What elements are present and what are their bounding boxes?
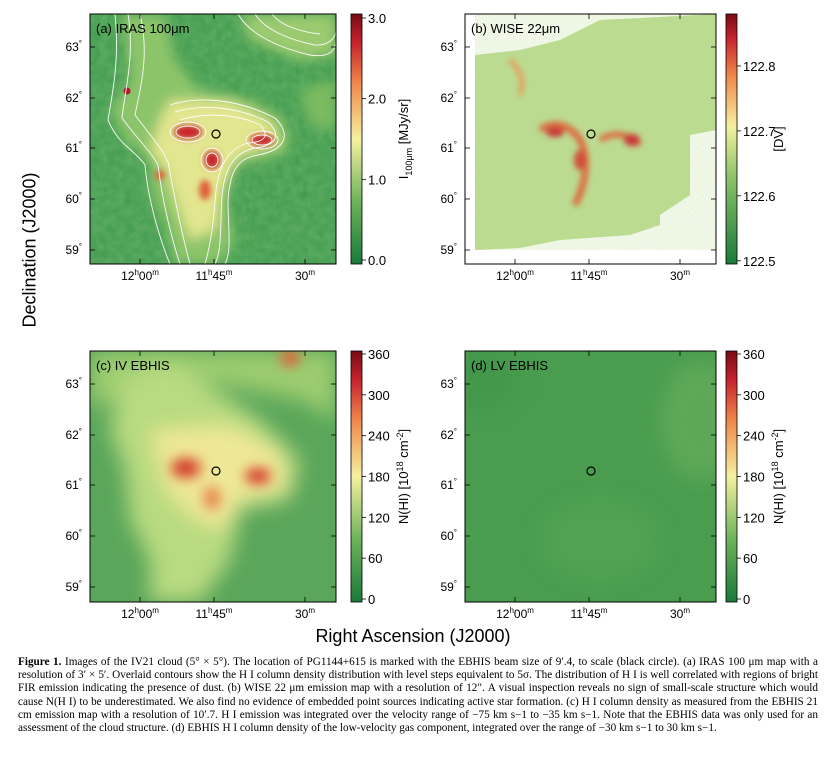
panel-c-label: (c) IV EBHIS: [96, 358, 170, 373]
ra-tick-label: 30m: [670, 606, 690, 621]
colorbar-tick-label: 300: [368, 388, 390, 403]
dec-tick-label: 62°: [65, 427, 82, 442]
ra-tick-label: 11h45m: [196, 268, 233, 283]
colorbar-tick-label: 120: [743, 510, 765, 525]
colorbar-tick-label: 0: [743, 592, 750, 607]
colorbar-tick-label: 0: [368, 592, 375, 607]
caption-figure-label: Figure 1.: [18, 656, 61, 668]
colorbar-tick-label: 1.0: [368, 172, 386, 187]
ra-tick-label: 11h45m: [571, 606, 608, 621]
dec-tick-label: 61°: [440, 140, 457, 155]
panel-a-label: (a) IRAS 100μm: [96, 21, 189, 36]
colorbar-tick-label: 180: [743, 470, 765, 485]
ra-tick-label: 12h00m: [121, 268, 159, 283]
dec-tick-label: 60°: [440, 528, 457, 543]
colorbar-tick-label: 122.5: [743, 254, 776, 269]
dec-tick-label: 59°: [440, 242, 457, 257]
dec-tick-label: 59°: [65, 579, 82, 594]
global-y-axis-label-text: Declination (J2000): [20, 172, 41, 327]
dec-tick-label: 63°: [65, 376, 82, 391]
dec-tick-label: 60°: [440, 191, 457, 206]
colorbar-tick-label: 180: [368, 470, 390, 485]
panel-d: (d) LV EBHIS 12h00m 11h45m 30m 63° 62° 61° 60°…: [440, 347, 786, 621]
panel-a-colorbar: [351, 14, 362, 264]
panel-a: (a) IRAS 100μm 12h00m 11h45m 30m 63° 62° 61° 6…: [65, 11, 414, 283]
dec-tick-label: 61°: [65, 477, 82, 492]
ra-tick-label: 30m: [295, 606, 315, 621]
panel-b-image: [465, 14, 716, 264]
panel-d-colorbar: [726, 351, 737, 602]
ra-tick-label: 30m: [295, 268, 315, 283]
colorbar-tick-label: 360: [743, 347, 765, 362]
colorbar-tick-label: 240: [743, 429, 765, 444]
dec-tick-label: 59°: [65, 242, 82, 257]
global-x-axis-label: Right Ascension (J2000): [0, 626, 826, 647]
ra-tick-label: 11h45m: [571, 268, 608, 283]
dec-tick-label: 62°: [440, 427, 457, 442]
panel-c-image: [90, 350, 336, 602]
ra-tick-label: 11h45m: [196, 606, 233, 621]
panel-d-image: [440, 350, 740, 602]
panel-b-label: (b) WISE 22μm: [471, 21, 560, 36]
panel-a-image: [90, 14, 336, 264]
colorbar-tick-label: 0.0: [368, 253, 386, 268]
figure-panels: (a) IRAS 100μm 12h00m 11h45m 30m 63° 62° 61° 6…: [0, 0, 826, 650]
colorbar-tick-label: 60: [743, 551, 757, 566]
colorbar-tick-label: 120: [368, 510, 390, 525]
dec-tick-label: 61°: [65, 140, 82, 155]
colorbar-tick-label: 60: [368, 551, 382, 566]
colorbar-label: [DV]: [771, 126, 786, 151]
panel-c: (c) IV EBHIS 12h00m 11h45m 30m 63° 62° 61° 60°…: [65, 347, 411, 621]
dec-tick-label: 62°: [440, 90, 457, 105]
dec-tick-label: 63°: [65, 39, 82, 54]
colorbar-label: N(HI) [1018 cm-2]: [395, 429, 411, 524]
panel-d-colorbar-ticks: 0 60 120 180 240 300 360 N(HI) [1018 cm-2]: [737, 347, 786, 607]
colorbar-label: N(HI) [1018 cm-2]: [770, 429, 786, 524]
dec-tick-label: 59°: [440, 579, 457, 594]
dec-tick-label: 63°: [440, 39, 457, 54]
panel-d-label: (d) LV EBHIS: [471, 358, 548, 373]
dec-tick-label: 60°: [65, 528, 82, 543]
dec-tick-label: 61°: [440, 477, 457, 492]
ra-tick-label: 12h00m: [496, 268, 534, 283]
panel-b: (b) WISE 22μm 12h00m 11h45m 30m 63° 62° 61° 60…: [440, 14, 786, 283]
colorbar-tick-label: 122.8: [743, 59, 776, 74]
colorbar-tick-label: 360: [368, 347, 390, 362]
ra-tick-label: 12h00m: [121, 606, 159, 621]
dec-tick-label: 63°: [440, 376, 457, 391]
colorbar-label: I100μm [MJy/sr]: [396, 99, 414, 179]
figure: (a) IRAS 100μm 12h00m 11h45m 30m 63° 62° 61° 6…: [0, 0, 826, 650]
colorbar-tick-label: 3.0: [368, 11, 386, 26]
ra-tick-label: 12h00m: [496, 606, 534, 621]
colorbar-tick-label: 240: [368, 429, 390, 444]
colorbar-tick-label: 2.0: [368, 92, 386, 107]
figure-caption: Figure 1. Images of the IV21 cloud (5° ×…: [18, 656, 818, 735]
panel-c-colorbar: [351, 351, 362, 602]
panel-c-colorbar-ticks: 0 60 120 180 240 300 360 N(HI) [1018 cm-2]: [362, 347, 411, 607]
caption-text: Images of the IV21 cloud (5° × 5°). The …: [18, 656, 818, 734]
dec-tick-label: 62°: [65, 90, 82, 105]
colorbar-tick-label: 300: [743, 388, 765, 403]
ra-tick-label: 30m: [670, 268, 690, 283]
dec-tick-label: 60°: [65, 191, 82, 206]
panel-a-colorbar-ticks: 0.0 1.0 2.0 3.0 I100μm [MJy/sr]: [362, 11, 414, 268]
colorbar-tick-label: 122.6: [743, 189, 776, 204]
panel-b-colorbar: [726, 14, 737, 264]
